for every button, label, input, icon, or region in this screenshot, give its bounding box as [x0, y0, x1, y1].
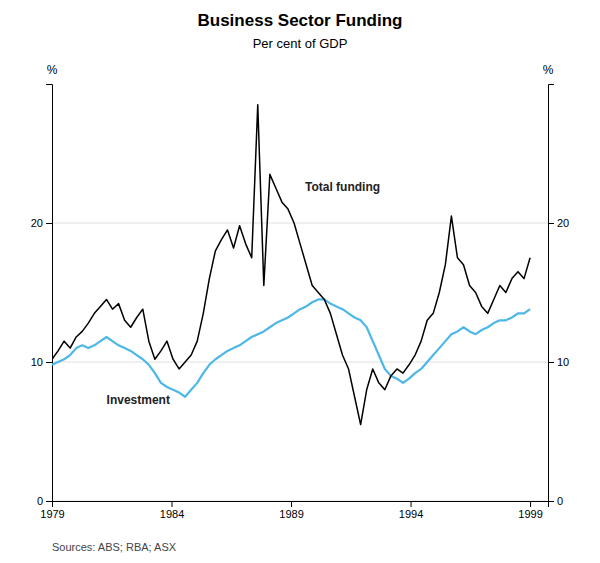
tick: 10 [548, 356, 569, 368]
tick: 0 [548, 495, 563, 507]
series-line [52, 105, 530, 425]
tick: 1999 [518, 501, 542, 520]
tick-label: 1979 [40, 508, 64, 520]
tick-label: 1989 [279, 508, 303, 520]
chart-subtitle: Per cent of GDP [253, 36, 348, 51]
tick-label: 1984 [160, 508, 184, 520]
source-note: Sources: ABS; RBA; ASX [52, 541, 177, 553]
tick-mark [172, 501, 173, 507]
tick-label: 1994 [399, 508, 423, 520]
tick-mark [548, 501, 554, 502]
tick: 20 [548, 217, 569, 229]
y-axis-label: % [47, 63, 58, 77]
chart-title: Business Sector Funding [198, 11, 403, 30]
grid-line [52, 223, 548, 224]
x-axis: 1979 1984 1989 1994 1999 [40, 501, 548, 520]
tick-label: 0 [37, 495, 43, 507]
y2-axis-label: % [543, 63, 554, 77]
series-line [52, 299, 530, 396]
tick-mark [291, 501, 292, 507]
grid-line [52, 362, 548, 363]
axis-line [549, 85, 555, 502]
tick-mark [530, 501, 531, 507]
plot-area [52, 105, 530, 425]
tick-mark [548, 223, 554, 224]
tick: 1984 [160, 501, 184, 520]
tick: 1979 [40, 501, 64, 520]
tick-label: 10 [31, 356, 43, 368]
axis-line [53, 502, 549, 508]
tick: 1994 [399, 501, 423, 520]
grid [52, 223, 548, 501]
tick-mark [46, 501, 52, 502]
tick: 20 [31, 217, 52, 229]
series-label: Investment [107, 393, 170, 407]
tick-mark [411, 501, 412, 507]
tick: 0 [37, 495, 52, 507]
tick-mark [548, 362, 554, 363]
y2-axis: 0 10 20 [548, 85, 569, 508]
axis-line [46, 85, 53, 502]
tick-label: 0 [557, 495, 563, 507]
series-label: Total funding [305, 180, 380, 194]
tick-label: 20 [31, 217, 43, 229]
chart-svg: Business Sector Funding Per cent of GDP%%… [0, 0, 600, 563]
tick: 10 [31, 356, 52, 368]
tick-label: 20 [557, 217, 569, 229]
tick: 1989 [279, 501, 303, 520]
tick-mark [46, 223, 52, 224]
tick-label: 1999 [518, 508, 542, 520]
tick-label: 10 [557, 356, 569, 368]
y-axis: 0 10 20 [31, 85, 53, 508]
tick-mark [46, 362, 52, 363]
